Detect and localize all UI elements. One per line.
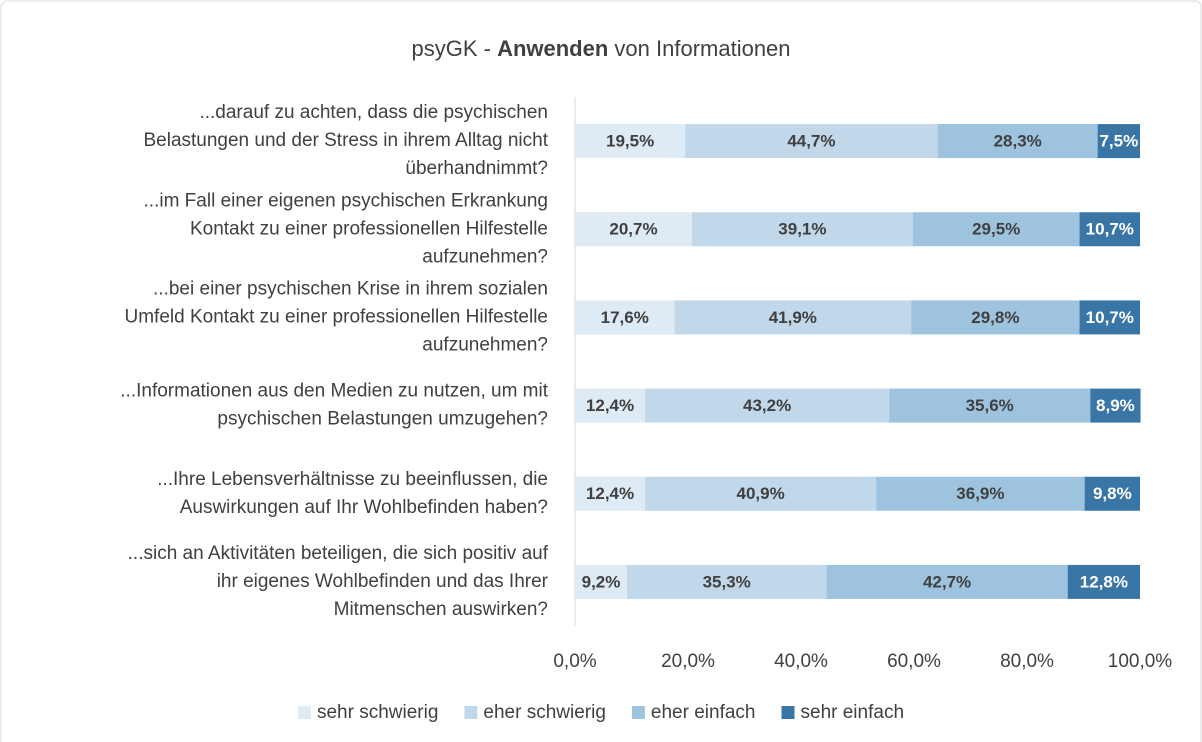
bar-segment: [645, 476, 877, 511]
chart-title: psyGK - Anwenden von Informationen: [411, 36, 790, 61]
bar-segment: [674, 300, 912, 335]
value-label: 39,1%: [778, 220, 826, 239]
value-label: 12,8%: [1080, 572, 1128, 591]
legend-label: eher schwierig: [483, 702, 606, 723]
title-part: Anwenden: [497, 36, 608, 61]
y-tick-label: überhandnimmt?: [405, 158, 548, 179]
bar-segment: [912, 212, 1080, 247]
bar-segment: [826, 564, 1068, 599]
value-label: 44,7%: [787, 132, 835, 151]
y-tick-label: ...sich an Aktivitäten beteiligen, die s…: [128, 543, 549, 564]
bar-segment: [575, 476, 646, 511]
value-label: 8,9%: [1096, 396, 1135, 415]
y-tick-label: ...Informationen aus den Medien zu nutze…: [120, 381, 548, 402]
legend-swatch: [631, 706, 645, 719]
legend-label: sehr einfach: [801, 702, 905, 723]
title-part: von Informationen: [614, 36, 790, 61]
value-label: 42,7%: [923, 572, 971, 591]
bar-segment: [645, 388, 890, 423]
bar-segment: [691, 212, 913, 247]
bar-segment: [889, 388, 1091, 423]
value-label: 10,7%: [1086, 220, 1134, 239]
bar-segment: [1097, 124, 1140, 159]
y-tick-label: Kontakt zu einer professionellen Hilfest…: [190, 218, 548, 239]
bar-segment: [876, 476, 1085, 511]
y-tick-label: Belastungen und der Stress in ihrem Allt…: [143, 130, 548, 151]
x-tick-label: 60,0%: [887, 651, 941, 672]
bar-segment: [575, 300, 675, 335]
bar-segment: [1090, 388, 1141, 423]
bar-segment: [1079, 300, 1140, 335]
value-label: 7,5%: [1099, 132, 1138, 151]
legend-item: eher schwierig: [464, 702, 606, 723]
bar-segment: [937, 124, 1098, 159]
x-tick-label: 40,0%: [774, 651, 828, 672]
value-label: 40,9%: [737, 484, 785, 503]
x-tick-label: 0,0%: [553, 651, 596, 672]
bar-segment: [575, 124, 686, 159]
value-label: 19,5%: [606, 132, 654, 151]
legend-item: eher einfach: [631, 702, 756, 723]
y-tick-label: psychischen Belastungen umzugehen?: [217, 409, 548, 430]
y-tick-label: Umfeld Kontakt zu einer professionellen …: [125, 306, 549, 327]
bar-segment: [1079, 212, 1140, 247]
y-tick-label: ...Ihre Lebensverhältnisse zu beeinfluss…: [157, 469, 548, 490]
bar-segment: [685, 124, 938, 159]
value-label: 10,7%: [1086, 308, 1134, 327]
legend-label: eher einfach: [651, 702, 756, 723]
value-label: 12,4%: [586, 396, 634, 415]
y-tick-label: Mitmenschen auswirken?: [334, 599, 548, 620]
x-tick-label: 80,0%: [1000, 651, 1054, 672]
title-part: psyGK -: [411, 36, 490, 61]
value-label: 12,4%: [586, 484, 634, 503]
y-tick-label: aufzunehmen?: [422, 334, 548, 355]
y-tick-label: ihr eigenes Wohlbefinden und das Ihrer: [217, 571, 549, 592]
value-label: 28,3%: [994, 132, 1042, 151]
bar-segment: [575, 388, 646, 423]
value-label: 41,9%: [769, 308, 817, 327]
value-label: 17,6%: [601, 308, 649, 327]
y-tick-label: aufzunehmen?: [422, 246, 548, 267]
value-label: 29,8%: [971, 308, 1019, 327]
value-label: 29,5%: [972, 220, 1020, 239]
bar-segment: [1084, 476, 1140, 511]
y-tick-label: Auswirkungen auf Ihr Wohlbefinden haben?: [180, 497, 548, 518]
legend-swatch: [781, 706, 795, 719]
x-tick-label: 100,0%: [1108, 651, 1173, 672]
y-tick-label: ...darauf zu achten, dass die psychische…: [199, 102, 548, 123]
bar-segment: [575, 212, 692, 247]
bar-segment: [575, 564, 627, 599]
legend-item: sehr einfach: [781, 702, 905, 723]
value-label: 35,3%: [703, 572, 751, 591]
value-label: 9,8%: [1093, 484, 1132, 503]
legend-swatch: [464, 706, 478, 719]
y-tick-label: ...bei einer psychischen Krise in ihrem …: [153, 278, 548, 299]
legend-swatch: [297, 706, 311, 719]
legend-label: sehr schwierig: [317, 702, 438, 723]
value-label: 35,6%: [966, 396, 1014, 415]
bar-segment: [1067, 564, 1140, 599]
bar-segment: [911, 300, 1080, 335]
value-label: 9,2%: [582, 572, 621, 591]
x-tick-label: 20,0%: [661, 651, 715, 672]
y-tick-label: ...im Fall einer eigenen psychischen Erk…: [144, 190, 548, 211]
value-label: 43,2%: [743, 396, 791, 415]
value-label: 20,7%: [609, 220, 657, 239]
bar-segment: [626, 564, 827, 599]
legend-item: sehr schwierig: [297, 702, 438, 723]
value-label: 36,9%: [956, 484, 1004, 503]
